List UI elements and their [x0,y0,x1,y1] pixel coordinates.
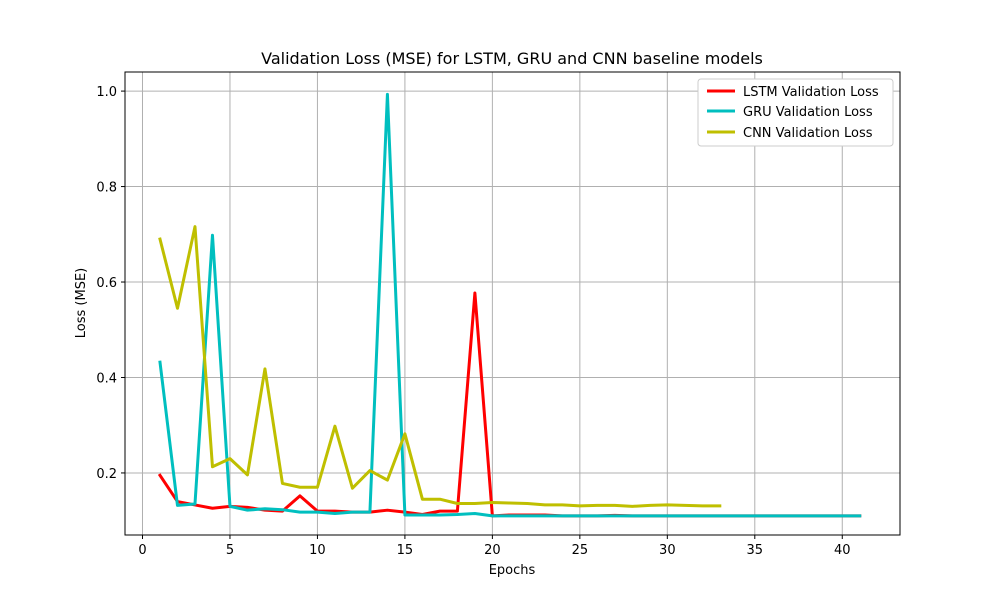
x-axis-title: Epochs [489,563,536,578]
x-tick-label: 30 [659,543,676,558]
x-tick-label: 20 [484,543,501,558]
series-line-cnn [158,225,722,508]
y-axis-title: Loss (MSE) [74,268,89,338]
y-tick-label: 0.4 [96,371,117,386]
series-layer [157,92,862,518]
y-tick-label: 0.6 [96,276,117,291]
y-tick-label: 1.0 [96,85,117,100]
series-line-gru [158,92,862,518]
legend-label-cnn: CNN Validation Loss [743,126,873,141]
legend-label-lstm: LSTM Validation Loss [743,85,879,100]
x-tick-label: 25 [572,543,589,558]
x-tick-label: 15 [397,543,414,558]
x-tick-label: 35 [747,543,764,558]
legend-label-gru: GRU Validation Loss [743,105,873,120]
plot-frame [124,71,901,536]
legend-box [697,78,894,147]
y-tick-label: 0.2 [96,467,117,482]
y-tick-label: 0.8 [96,181,117,196]
x-tick-label: 5 [226,543,234,558]
tick-layer: 0 5 10 15 20 25 30 35 40 0.2 0.4 0.6 0.8 1.0 [96,85,850,558]
chart-title: Validation Loss (MSE) for LSTM, GRU and … [261,49,763,68]
x-tick-label: 0 [138,543,146,558]
grid-layer [125,72,900,535]
x-tick-label: 10 [309,543,326,558]
x-tick-label: 40 [834,543,851,558]
legend: LSTM Validation Loss GRU Validation Loss… [697,78,894,147]
